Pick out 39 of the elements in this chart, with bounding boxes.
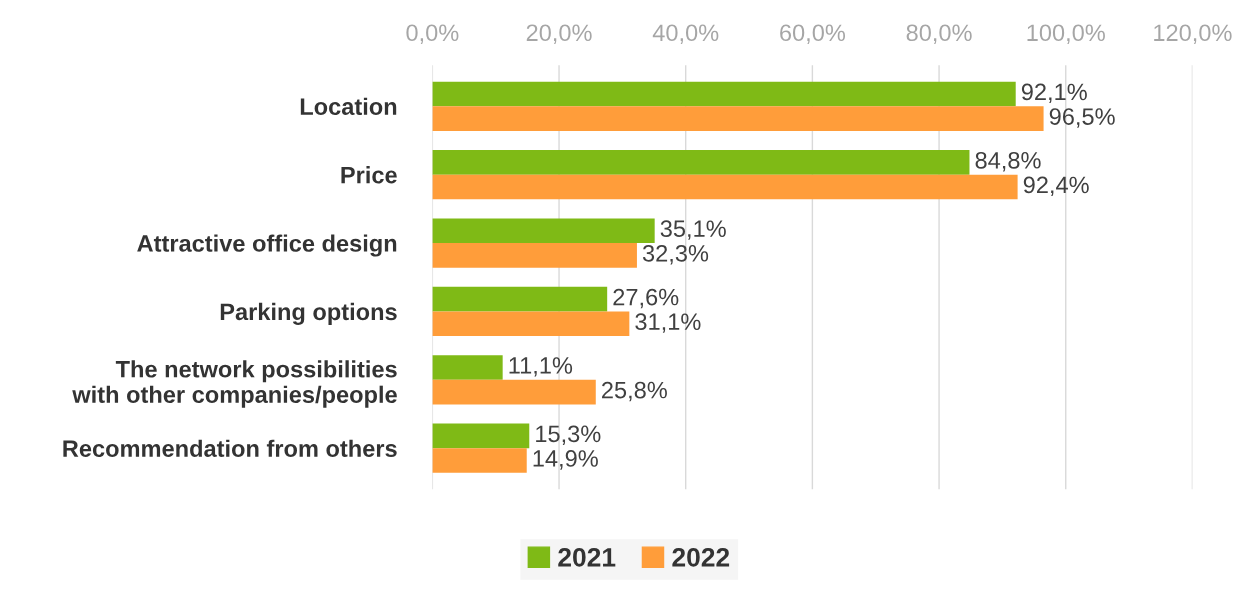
data-label: 32,3% [642, 244, 709, 265]
x-tick-label: 0,0% [406, 24, 459, 44]
y-tick-label: Parking options [220, 302, 397, 325]
x-tick-label: 60,0% [780, 24, 846, 44]
data-label: 96,5% [1049, 108, 1115, 128]
legend-label: 2021 [558, 547, 616, 567]
data-label: 14,9% [533, 450, 598, 470]
bar [432, 286, 608, 312]
x-tick-label: 80,0% [906, 24, 972, 44]
x-tick-label: 100,0% [1027, 24, 1105, 44]
data-label: 15,3% [536, 425, 601, 446]
data-label: 84,8% [975, 151, 1041, 172]
y-tick-label: Recommendation from others [63, 439, 397, 457]
y-tick-label: Location [300, 97, 397, 116]
y-tick-label: The network possibilities with other companies/people [72, 360, 397, 408]
bar [432, 81, 1016, 107]
x-tick-label: 20,0% [526, 24, 592, 44]
x-tick-label: 120,0% [1154, 24, 1232, 44]
data-label: 25,8% [602, 381, 667, 402]
bar [432, 379, 596, 405]
bar [432, 150, 970, 175]
y-tick-label: Attractive office design [137, 234, 397, 257]
x-tick-label: 40,0% [652, 24, 719, 44]
y-tick-label: Price [341, 166, 397, 184]
data-label: 11,1% [509, 357, 573, 377]
bar [432, 448, 527, 473]
data-label: 31,1% [635, 313, 701, 333]
bar [432, 243, 637, 268]
data-label: 27,6% [613, 288, 679, 309]
bar [432, 218, 655, 244]
bar [432, 106, 1044, 131]
bar [432, 423, 530, 449]
data-label: 92,1% [1021, 83, 1087, 104]
data-label: 35,1% [660, 220, 726, 240]
bar [432, 174, 1018, 200]
bar [432, 311, 630, 337]
legend-label: 2022 [672, 547, 730, 567]
bar [432, 355, 503, 380]
data-label: 92,4% [1023, 176, 1089, 197]
